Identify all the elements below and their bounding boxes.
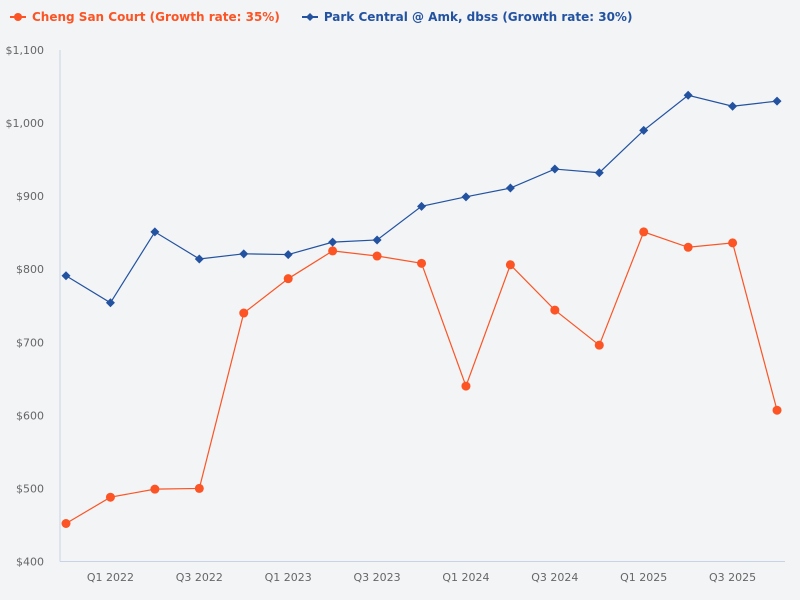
legend-label: Park Central @ Amk, dbss (Growth rate: 3… [323,10,633,24]
data-point [239,308,249,318]
y-tick-label: $1,000 [6,117,45,130]
x-tick-label: Q3 2025 [709,571,756,584]
data-point [150,484,160,494]
series-line-0 [65,231,778,525]
data-point [372,235,382,245]
data-point [594,168,604,178]
x-tick-label: Q3 2024 [531,571,578,584]
x-tick-label: Q3 2022 [176,571,223,584]
data-point [283,274,293,284]
data-point [550,305,560,315]
data-point [639,125,649,135]
data-point [194,483,204,493]
data-point [194,254,204,264]
circle-marker-icon [10,13,26,21]
data-point [683,90,693,100]
legend-label: Cheng San Court (Growth rate: 35%) [32,10,280,24]
x-tick-label: Q1 2022 [87,571,134,584]
series-line-1 [65,94,778,304]
data-point [328,246,338,256]
x-tick-label: Q1 2024 [442,571,489,584]
data-point [105,298,115,308]
legend: Cheng San Court (Growth rate: 35%) Park … [10,10,632,24]
data-point [594,340,604,350]
data-point [372,251,382,261]
data-point [239,249,249,259]
data-point [461,192,471,202]
data-point [728,101,738,111]
data-point [639,227,649,237]
legend-item-park-central[interactable]: Park Central @ Amk, dbss (Growth rate: 3… [301,10,633,24]
y-tick-label: $500 [16,482,44,495]
data-point [728,238,738,248]
y-tick-label: $1,100 [6,44,45,57]
diamond-marker-icon [301,13,318,21]
data-point [461,381,471,391]
data-point [61,518,71,528]
data-point [550,164,560,174]
legend-item-cheng-san[interactable]: Cheng San Court (Growth rate: 35%) [10,10,280,24]
data-point [772,405,782,415]
y-tick-label: $900 [16,190,44,203]
data-point [328,237,338,247]
data-point [417,201,427,211]
data-point [772,96,782,106]
data-point [505,183,515,193]
y-tick-label: $600 [16,409,44,422]
x-tick-label: Q3 2023 [354,571,401,584]
x-tick-label: Q1 2025 [620,571,667,584]
data-point [417,258,427,268]
y-tick-label: $800 [16,263,44,276]
y-tick-label: $400 [16,556,44,569]
data-point [683,242,693,252]
y-tick-label: $700 [16,336,44,349]
data-point [61,271,71,281]
data-point [283,250,293,260]
data-point [505,260,515,270]
x-tick-label: Q1 2023 [265,571,312,584]
data-point [150,227,160,237]
data-point [105,492,115,502]
